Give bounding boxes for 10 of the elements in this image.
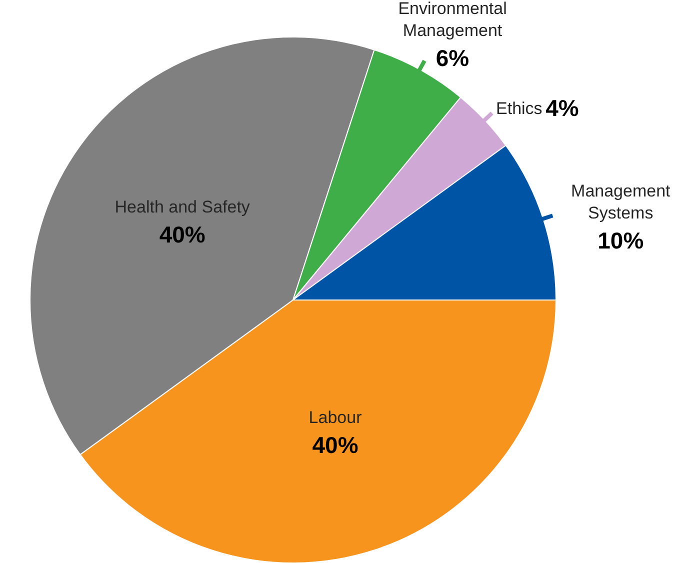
slice-label: Health and Safety: [114, 198, 250, 217]
data-label: 6%: [436, 44, 470, 71]
slice-label: Management Systems: [571, 182, 671, 223]
slice-label: Environmental Management: [398, 0, 507, 40]
slice-label: Labour: [308, 408, 362, 428]
data-label: 10%: [598, 228, 644, 254]
data-label: 40%: [159, 222, 206, 248]
slice-label: Ethics: [496, 99, 542, 118]
data-label: 4%: [546, 95, 579, 122]
data-label: 40%: [312, 432, 358, 458]
